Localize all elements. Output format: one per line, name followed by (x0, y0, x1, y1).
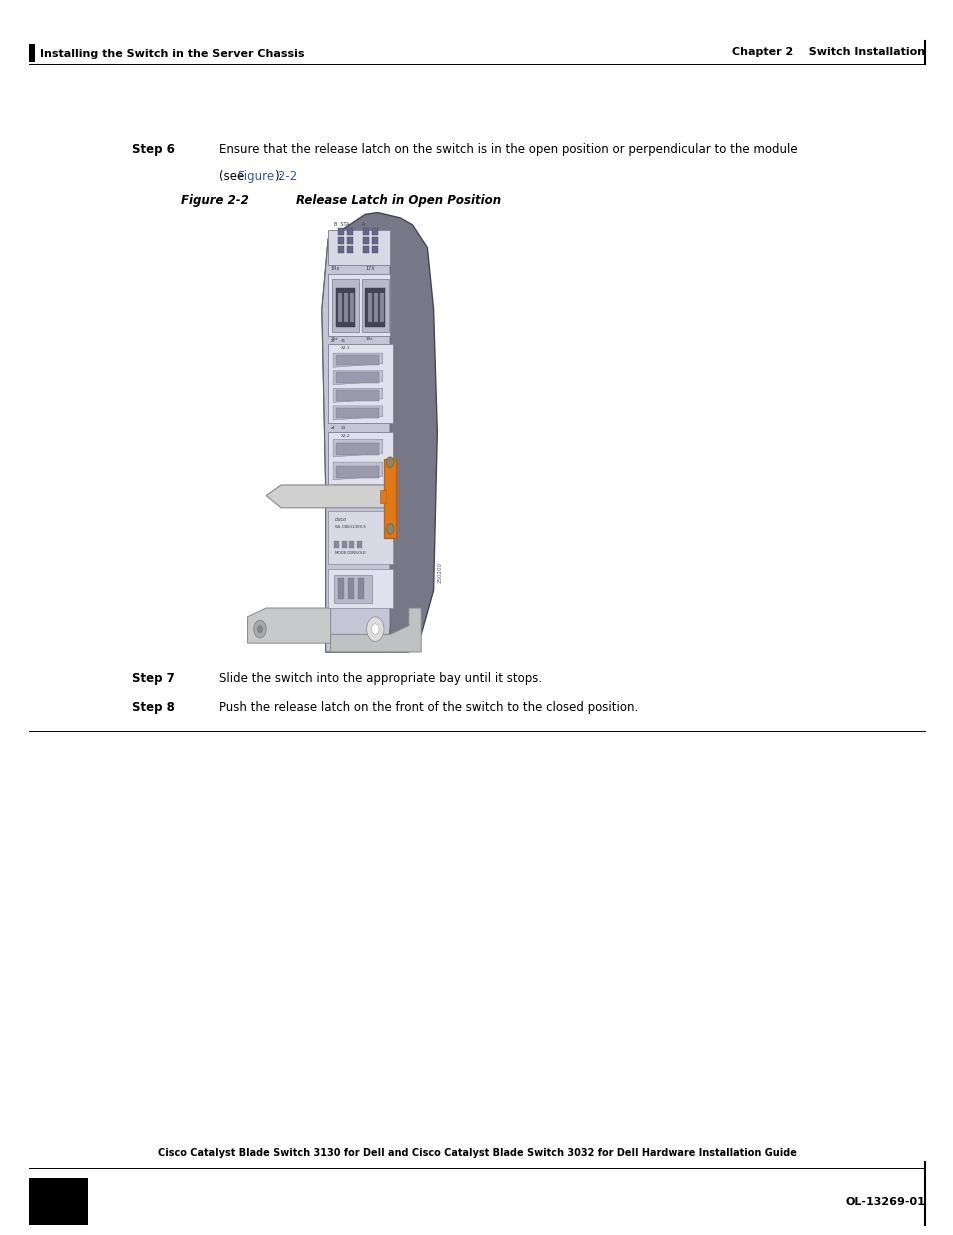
Text: Slide the switch into the appropriate bay until it stops.: Slide the switch into the appropriate ba… (219, 672, 542, 685)
Polygon shape (321, 212, 436, 652)
Bar (346, 237, 353, 245)
Polygon shape (331, 608, 420, 652)
Bar (334, 541, 339, 548)
Text: z2: z2 (331, 338, 335, 342)
Bar (348, 578, 354, 599)
Text: 23: 23 (340, 426, 346, 431)
Bar (350, 294, 354, 321)
Text: z4: z4 (331, 426, 335, 431)
Bar (380, 490, 386, 503)
Polygon shape (333, 485, 382, 503)
Bar (328, 569, 393, 608)
Bar (349, 541, 354, 548)
Bar (335, 390, 378, 400)
Bar (346, 246, 353, 253)
Polygon shape (333, 440, 382, 457)
Bar (328, 511, 393, 564)
Text: Installing the Switch in the Server Chassis: Installing the Switch in the Server Chas… (40, 49, 304, 59)
Bar (372, 237, 377, 245)
Text: Release Latch in Open Position: Release Latch in Open Position (295, 194, 500, 207)
Bar (335, 288, 355, 327)
Text: Step 6: Step 6 (132, 143, 174, 157)
Polygon shape (247, 608, 331, 643)
Polygon shape (266, 485, 387, 508)
Text: ):: ): (274, 170, 282, 184)
Circle shape (253, 620, 266, 638)
Bar (380, 294, 383, 321)
Bar (334, 574, 372, 603)
Polygon shape (333, 388, 382, 403)
Text: 1Rx: 1Rx (331, 266, 339, 270)
Text: Step 8: Step 8 (132, 701, 174, 715)
Bar (337, 237, 344, 245)
Bar (337, 228, 344, 236)
Text: OL-13269-01: OL-13269-01 (844, 1197, 924, 1207)
Circle shape (386, 457, 394, 467)
Bar (346, 228, 353, 236)
Text: cisco: cisco (334, 516, 346, 521)
Bar (356, 541, 361, 548)
Circle shape (366, 616, 383, 641)
Bar (361, 279, 389, 332)
Bar (344, 294, 348, 321)
Bar (335, 466, 378, 478)
Bar (332, 279, 358, 332)
Text: Figure 2-2: Figure 2-2 (237, 170, 296, 184)
Text: X2-2: X2-2 (340, 433, 350, 437)
Bar (337, 246, 344, 253)
Text: 2-6: 2-6 (46, 1195, 71, 1208)
Bar (328, 274, 390, 336)
Bar (374, 294, 377, 321)
Polygon shape (333, 353, 382, 367)
Circle shape (386, 524, 394, 535)
Bar (335, 489, 378, 501)
Bar (328, 432, 393, 506)
Circle shape (257, 626, 262, 632)
Bar (365, 288, 385, 327)
Text: Push the release latch on the front of the switch to the closed position.: Push the release latch on the front of t… (219, 701, 638, 715)
Text: WS-CBS3130X-S: WS-CBS3130X-S (334, 525, 366, 530)
Bar (335, 354, 378, 366)
Polygon shape (333, 370, 382, 385)
Text: B  STA: B STA (334, 222, 350, 227)
Bar (29, 44, 35, 62)
Text: 19x: 19x (365, 337, 373, 341)
Text: Cisco Catalyst Blade Switch 3130 for Dell and Cisco Catalyst Blade Switch 3032 f: Cisco Catalyst Blade Switch 3130 for Del… (157, 1149, 796, 1158)
Polygon shape (321, 238, 390, 652)
Bar (337, 578, 344, 599)
Circle shape (372, 624, 378, 635)
Bar (341, 541, 346, 548)
Bar (328, 345, 393, 424)
Text: MODE: MODE (334, 551, 347, 556)
Bar (372, 228, 377, 236)
Polygon shape (333, 406, 382, 420)
Bar (362, 237, 369, 245)
Text: A: A (361, 222, 365, 227)
Text: 250200: 250200 (436, 562, 442, 583)
Bar (335, 373, 378, 383)
Text: X2-1: X2-1 (340, 346, 350, 350)
Text: 17X: 17X (365, 266, 375, 270)
Bar (368, 294, 372, 321)
Text: (see: (see (219, 170, 248, 184)
Bar (357, 578, 364, 599)
Bar (362, 228, 369, 236)
Text: Figure 2-2: Figure 2-2 (181, 194, 249, 207)
Bar (335, 443, 378, 456)
Bar (362, 246, 369, 253)
Text: CONSOLE: CONSOLE (346, 551, 366, 556)
Text: Chapter 2    Switch Installation: Chapter 2 Switch Installation (732, 47, 924, 57)
Bar (328, 230, 390, 266)
Bar (29, 1178, 88, 1225)
Text: Ensure that the release latch on the switch is in the open position or perpendic: Ensure that the release latch on the swi… (219, 143, 798, 157)
Bar (372, 246, 377, 253)
Bar (337, 294, 341, 321)
Text: 21: 21 (340, 338, 345, 342)
Bar (383, 458, 396, 537)
Text: Step 7: Step 7 (132, 672, 174, 685)
Polygon shape (333, 462, 382, 479)
Text: 20x: 20x (331, 337, 338, 341)
Bar (335, 408, 378, 419)
